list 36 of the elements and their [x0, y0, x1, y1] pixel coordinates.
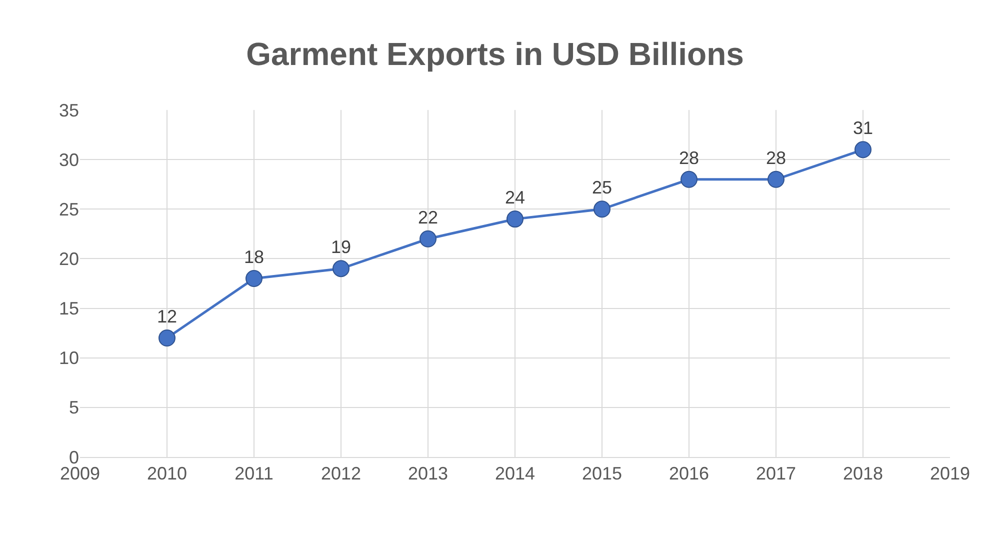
data-label: 12: [156, 306, 178, 327]
y-tick-label: 30: [58, 150, 79, 170]
data-label: 31: [852, 118, 874, 138]
data-label: 18: [244, 247, 264, 268]
point: [246, 270, 262, 288]
y-tick-label: 5: [68, 398, 79, 418]
x-tick-label: 2014: [494, 464, 536, 484]
point: [506, 210, 524, 228]
point: [680, 170, 698, 188]
data-label: 19: [330, 237, 352, 258]
x-tick-label: 2012: [320, 464, 362, 484]
y-tick-label: 10: [58, 348, 79, 368]
data-label: 22: [418, 207, 438, 228]
point: [854, 141, 872, 158]
point: [594, 200, 610, 218]
data-label: 24: [504, 188, 526, 208]
y-tick-label: 15: [58, 298, 79, 319]
data-label: 25: [592, 178, 612, 198]
x-tick-label: 2011: [234, 464, 274, 484]
chart-title: Garment Exports in USD Billions: [246, 36, 744, 72]
x-tick-label: 2019: [930, 464, 970, 484]
x-tick-label: 2010: [146, 464, 188, 484]
data-label: 28: [766, 148, 786, 168]
x-tick-label: 2013: [408, 464, 448, 484]
x-tick-label: 2018: [842, 464, 884, 484]
point: [768, 170, 784, 188]
point: [332, 260, 350, 278]
x-tick-label: 2017: [756, 464, 796, 484]
point: [420, 230, 436, 248]
x-tick-label: 2016: [668, 464, 710, 484]
y-tick-label: 25: [58, 199, 79, 220]
y-tick-label: 20: [58, 249, 79, 270]
point: [158, 330, 176, 347]
y-tick-label: 35: [58, 100, 79, 120]
data-label: 28: [678, 148, 700, 168]
x-tick-label: 2015: [582, 464, 622, 484]
